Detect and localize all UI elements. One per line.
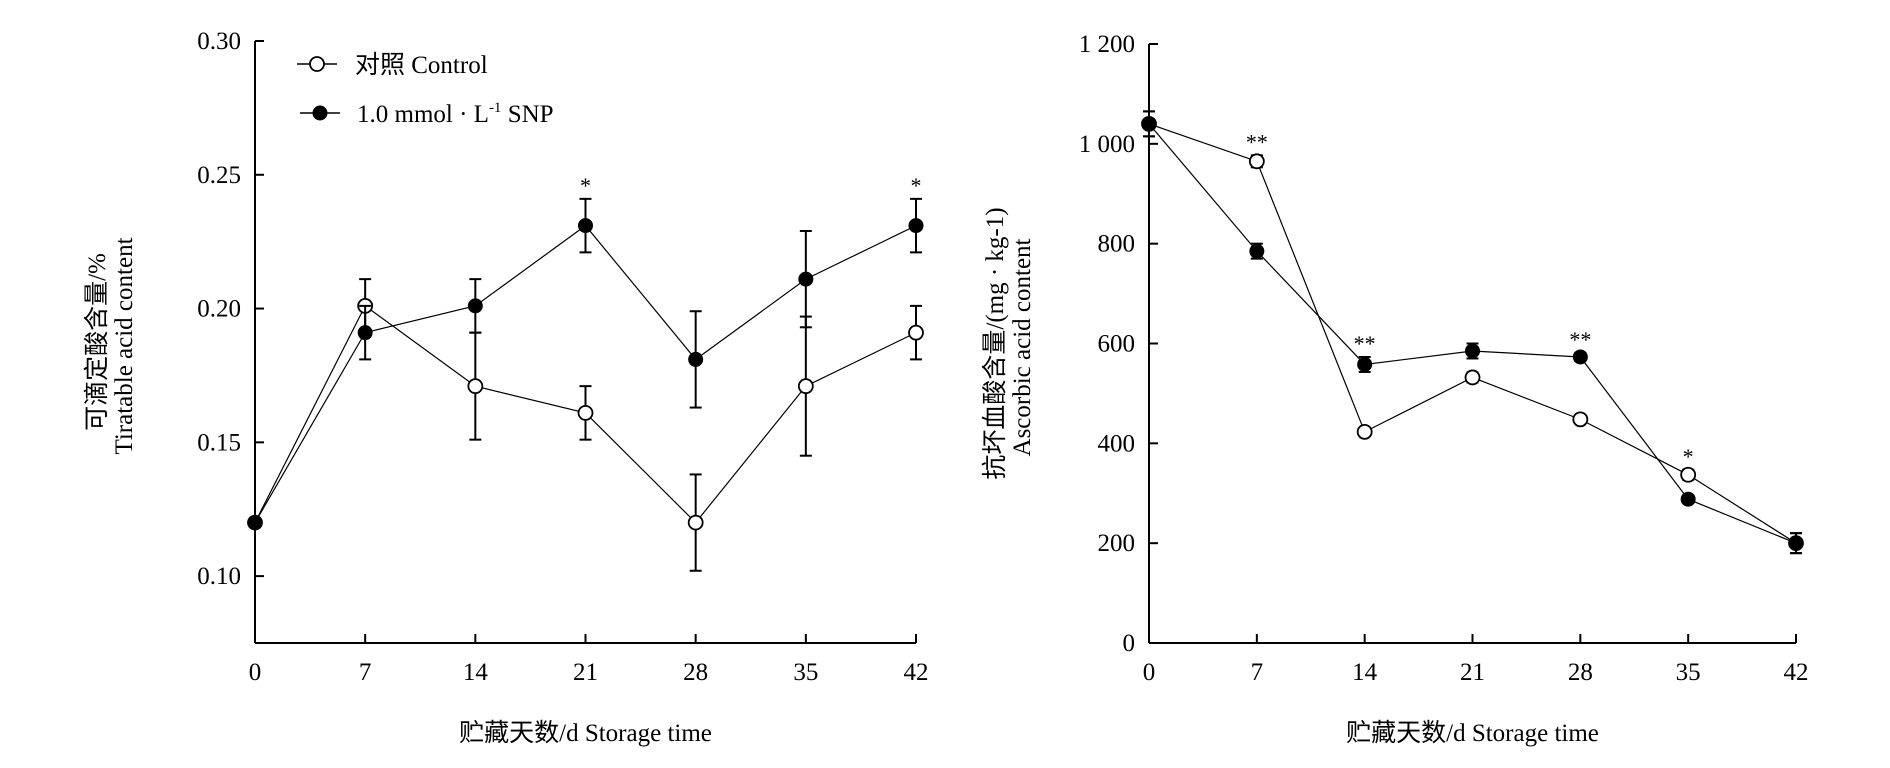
snp-point — [1141, 116, 1157, 132]
control-point — [1572, 411, 1589, 428]
x-tick-label: 14 — [1352, 659, 1378, 686]
y-tick-label: 0.10 — [197, 563, 241, 590]
snp-point — [1465, 343, 1480, 359]
snp-point — [578, 218, 593, 234]
y-axis-title-en: Tiratable acid content — [111, 237, 138, 454]
control-point — [797, 378, 814, 395]
snp-point — [1249, 243, 1265, 259]
snp-point — [798, 271, 814, 287]
x-tick-label: 35 — [793, 659, 818, 686]
legend: 对照 Control 1.0 mmol · L-1 SNP — [297, 51, 554, 128]
x-tick-label: 0 — [249, 659, 262, 686]
snp-point — [1357, 356, 1373, 372]
snp-point — [688, 351, 704, 367]
x-tick-label: 28 — [683, 659, 708, 686]
legend-control-label: 对照 Control — [355, 51, 488, 79]
series-line-snp — [1148, 123, 1797, 544]
x-tick-label: 14 — [463, 659, 489, 686]
titratable-acid-chart: 0.10 0.15 0.20 0.25 0.30 0 7 14 21 28 35 42 贮藏天数/d S… — [83, 28, 929, 747]
x-tick-label: 21 — [573, 659, 598, 686]
y-tick-label: 1 000 — [1079, 131, 1135, 158]
x-tick-label: 21 — [1460, 659, 1485, 686]
y-axis-title-en: Ascorbic acid content — [1009, 238, 1036, 456]
y-tick-label: 800 — [1098, 231, 1136, 258]
series-line-snp — [254, 224, 917, 523]
snp-point — [247, 515, 263, 531]
control-point — [467, 378, 484, 395]
control-point — [1680, 466, 1697, 483]
x-tick-label: 0 — [1143, 659, 1156, 686]
x-tick-label: 35 — [1676, 659, 1701, 686]
legend-snp-marker — [312, 105, 328, 121]
legend-control-marker — [309, 56, 325, 72]
y-tick-label: 0.25 — [197, 162, 241, 189]
y-tick-label: 0.30 — [197, 28, 241, 55]
significance-marker: ** — [1246, 129, 1268, 154]
y-axis-title-cn: 可滴定酸含量/% — [83, 253, 111, 431]
y-tick-label: 200 — [1098, 530, 1136, 557]
x-tick-label: 7 — [359, 659, 372, 686]
series-line-control — [1148, 123, 1797, 544]
x-tick-label: 42 — [904, 659, 929, 686]
significance-marker: ** — [1569, 327, 1591, 352]
control-point — [687, 514, 704, 531]
control-point — [1248, 153, 1265, 170]
snp-point — [467, 298, 483, 314]
x-tick-label: 42 — [1784, 659, 1809, 686]
y-tick-label: 0.15 — [197, 429, 241, 456]
significance-marker: ** — [1354, 331, 1376, 356]
snp-point — [357, 325, 373, 341]
y-tick-label: 0 — [1123, 630, 1136, 657]
control-point — [577, 405, 594, 421]
significance-marker: * — [580, 173, 591, 198]
legend-snp-label: 1.0 mmol · L-1 SNP — [357, 100, 554, 128]
y-tick-label: 1 200 — [1079, 31, 1135, 58]
snp-point — [1680, 491, 1696, 507]
control-point — [908, 324, 924, 341]
significance-marker: * — [1683, 444, 1694, 469]
y-tick-label: 0.20 — [197, 296, 241, 323]
x-tick-label: 28 — [1568, 659, 1593, 686]
significance-marker: * — [911, 173, 922, 198]
ascorbic-acid-chart: 0 200 400 600 800 1 000 1 200 0 7 14 21 28 35 42 贮藏天数/… — [981, 31, 1809, 747]
snp-point — [908, 218, 924, 234]
snp-point — [1788, 535, 1804, 551]
snp-point — [1572, 349, 1588, 365]
y-tick-label: 600 — [1098, 331, 1136, 358]
y-axis-title-cn: 抗坏血酸含量/(mg · kg-1) — [981, 207, 1009, 479]
x-axis-title: 贮藏天数/d Storage time — [1346, 719, 1599, 747]
control-point — [1464, 369, 1481, 386]
y-tick-label: 400 — [1098, 430, 1136, 457]
x-tick-label: 7 — [1251, 659, 1264, 686]
control-point — [1356, 423, 1373, 440]
x-axis-title: 贮藏天数/d Storage time — [459, 719, 712, 747]
